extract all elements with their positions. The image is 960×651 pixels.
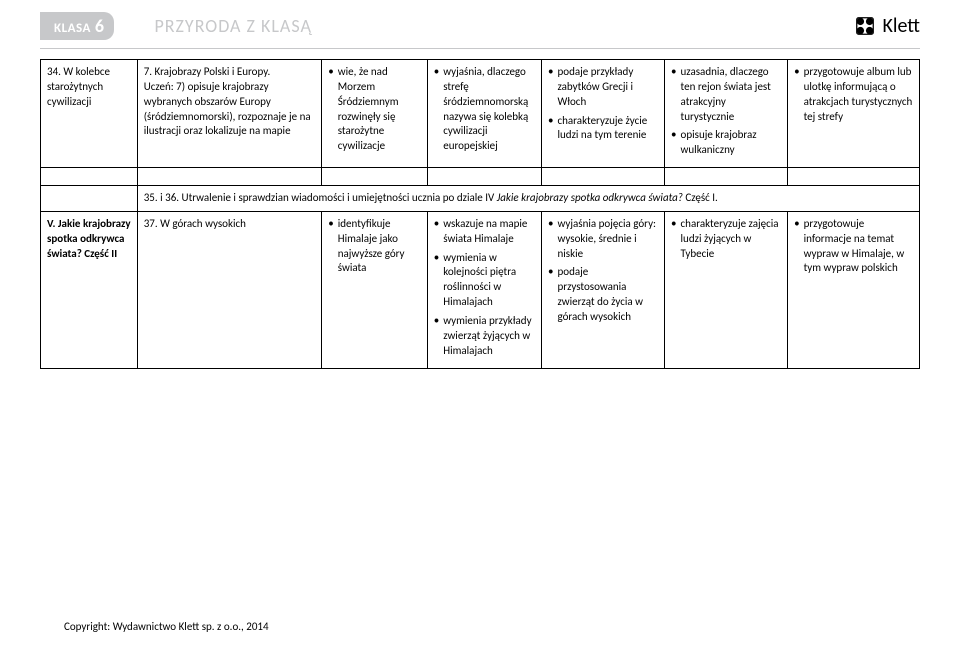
standard-line2: Uczeń: 7) opisuje krajobrazy wybranych o… [144,80,316,139]
bullet-text: charakteryzuje życie ludzi na tym tereni… [557,114,658,144]
cell-f: uzasadnia, dlaczego ten rejon świata jes… [665,60,788,168]
bullet-text: wyjaśnia pojęcia góry: wysokie, średnie … [557,217,658,262]
bullet-text: wymienia przykłady zwierząt żyjących w H… [443,314,535,359]
empty-cell [427,168,541,186]
copyright-text: Copyright: Wydawnictwo Klett sp. z o.o.,… [64,620,269,633]
cell-g: przygotowuje album lub ulotkę informując… [788,60,920,168]
table-row-note: 35. i 36. Utrwalenie i sprawdzian wiadom… [41,186,920,212]
empty-cell [41,186,138,212]
empty-cell [788,168,920,186]
empty-cell [665,168,788,186]
brand-logo: Klett [854,14,920,38]
page-header: KLASA 6 PRZYRODA Z KLASĄ Klett [0,0,960,48]
empty-cell [322,168,427,186]
standard-line1: 7. Krajobrazy Polski i Europy. [144,65,316,80]
bullet-text: wie, że nad Morzem Śródziemnym rozwinęły… [338,65,421,154]
cell-e: podaje przykłady zabytków Grecji i Włoch… [542,60,665,168]
cell-f: charakteryzuje zajęcia ludzi żyjących w … [665,211,788,368]
cell-d: wyjaśnia, dlaczego strefę śródziemnomors… [427,60,541,168]
bullet-text: wyjaśnia, dlaczego strefę śródziemnomors… [443,65,535,154]
subject-title: PRZYRODA Z KLASĄ [154,15,311,37]
empty-cell [41,168,138,186]
note-suffix: Część I. [683,191,718,204]
curriculum-table: 34. W kolebce starożytnych cywilizacji 7… [40,59,920,369]
cell-topic: 34. W kolebce starożytnych cywilizacji [41,60,138,168]
table-row: V. Jakie krajobrazy spotka odkrywca świa… [41,211,920,368]
note-italic: Jakie krajobrazy spotka odkrywca świata? [497,191,683,204]
note-cell: 35. i 36. Utrwalenie i sprawdzian wiadom… [137,186,919,212]
cell-g: przygotowuje informacje na temat wypraw … [788,211,920,368]
bullet-text: podaje przystosowania zwierząt do życia … [557,265,658,324]
bullet-text: charakteryzuje zajęcia ludzi żyjących w … [681,217,782,262]
klett-icon [854,15,876,37]
klasa-label: KLASA [54,21,91,36]
bullet-text: identyfikuje Himalaje jako najwyższe gór… [338,217,421,276]
empty-cell [542,168,665,186]
bullet-text: przygotowuje informacje na temat wypraw … [804,217,913,276]
klasa-badge: KLASA 6 [40,12,114,40]
cell-standard: 7. Krajobrazy Polski i Europy. Uczeń: 7)… [137,60,322,168]
bullet-text: przygotowuje album lub ulotkę informując… [804,65,913,124]
bullet-text: wymienia w kolejności piętra roślinności… [443,251,535,310]
brand-name: Klett [882,14,920,38]
cell-d: wskazuje na mapie świata Himalaje wymien… [427,211,541,368]
bullet-text: wskazuje na mapie świata Himalaje [443,217,535,247]
bullet-text: podaje przykłady zabytków Grecji i Włoch [557,65,658,110]
table-row: 34. W kolebce starożytnych cywilizacji 7… [41,60,920,168]
content-area: 34. W kolebce starożytnych cywilizacji 7… [0,59,960,369]
bullet-text: opisuje krajobraz wulkaniczny [681,128,782,158]
header-divider [40,48,920,49]
table-row-empty [41,168,920,186]
empty-cell [137,168,322,186]
note-prefix: 35. i 36. Utrwalenie i sprawdzian wiadom… [144,191,497,204]
cell-topic: 37. W górach wysokich [137,211,322,368]
cell-e: wyjaśnia pojęcia góry: wysokie, średnie … [542,211,665,368]
cell-basic: wie, że nad Morzem Śródziemnym rozwinęły… [322,60,427,168]
cell-c: identyfikuje Himalaje jako najwyższe gór… [322,211,427,368]
section-cell: V. Jakie krajobrazy spotka odkrywca świa… [41,211,138,368]
klasa-number: 6 [95,15,105,37]
bullet-text: uzasadnia, dlaczego ten rejon świata jes… [681,65,782,124]
